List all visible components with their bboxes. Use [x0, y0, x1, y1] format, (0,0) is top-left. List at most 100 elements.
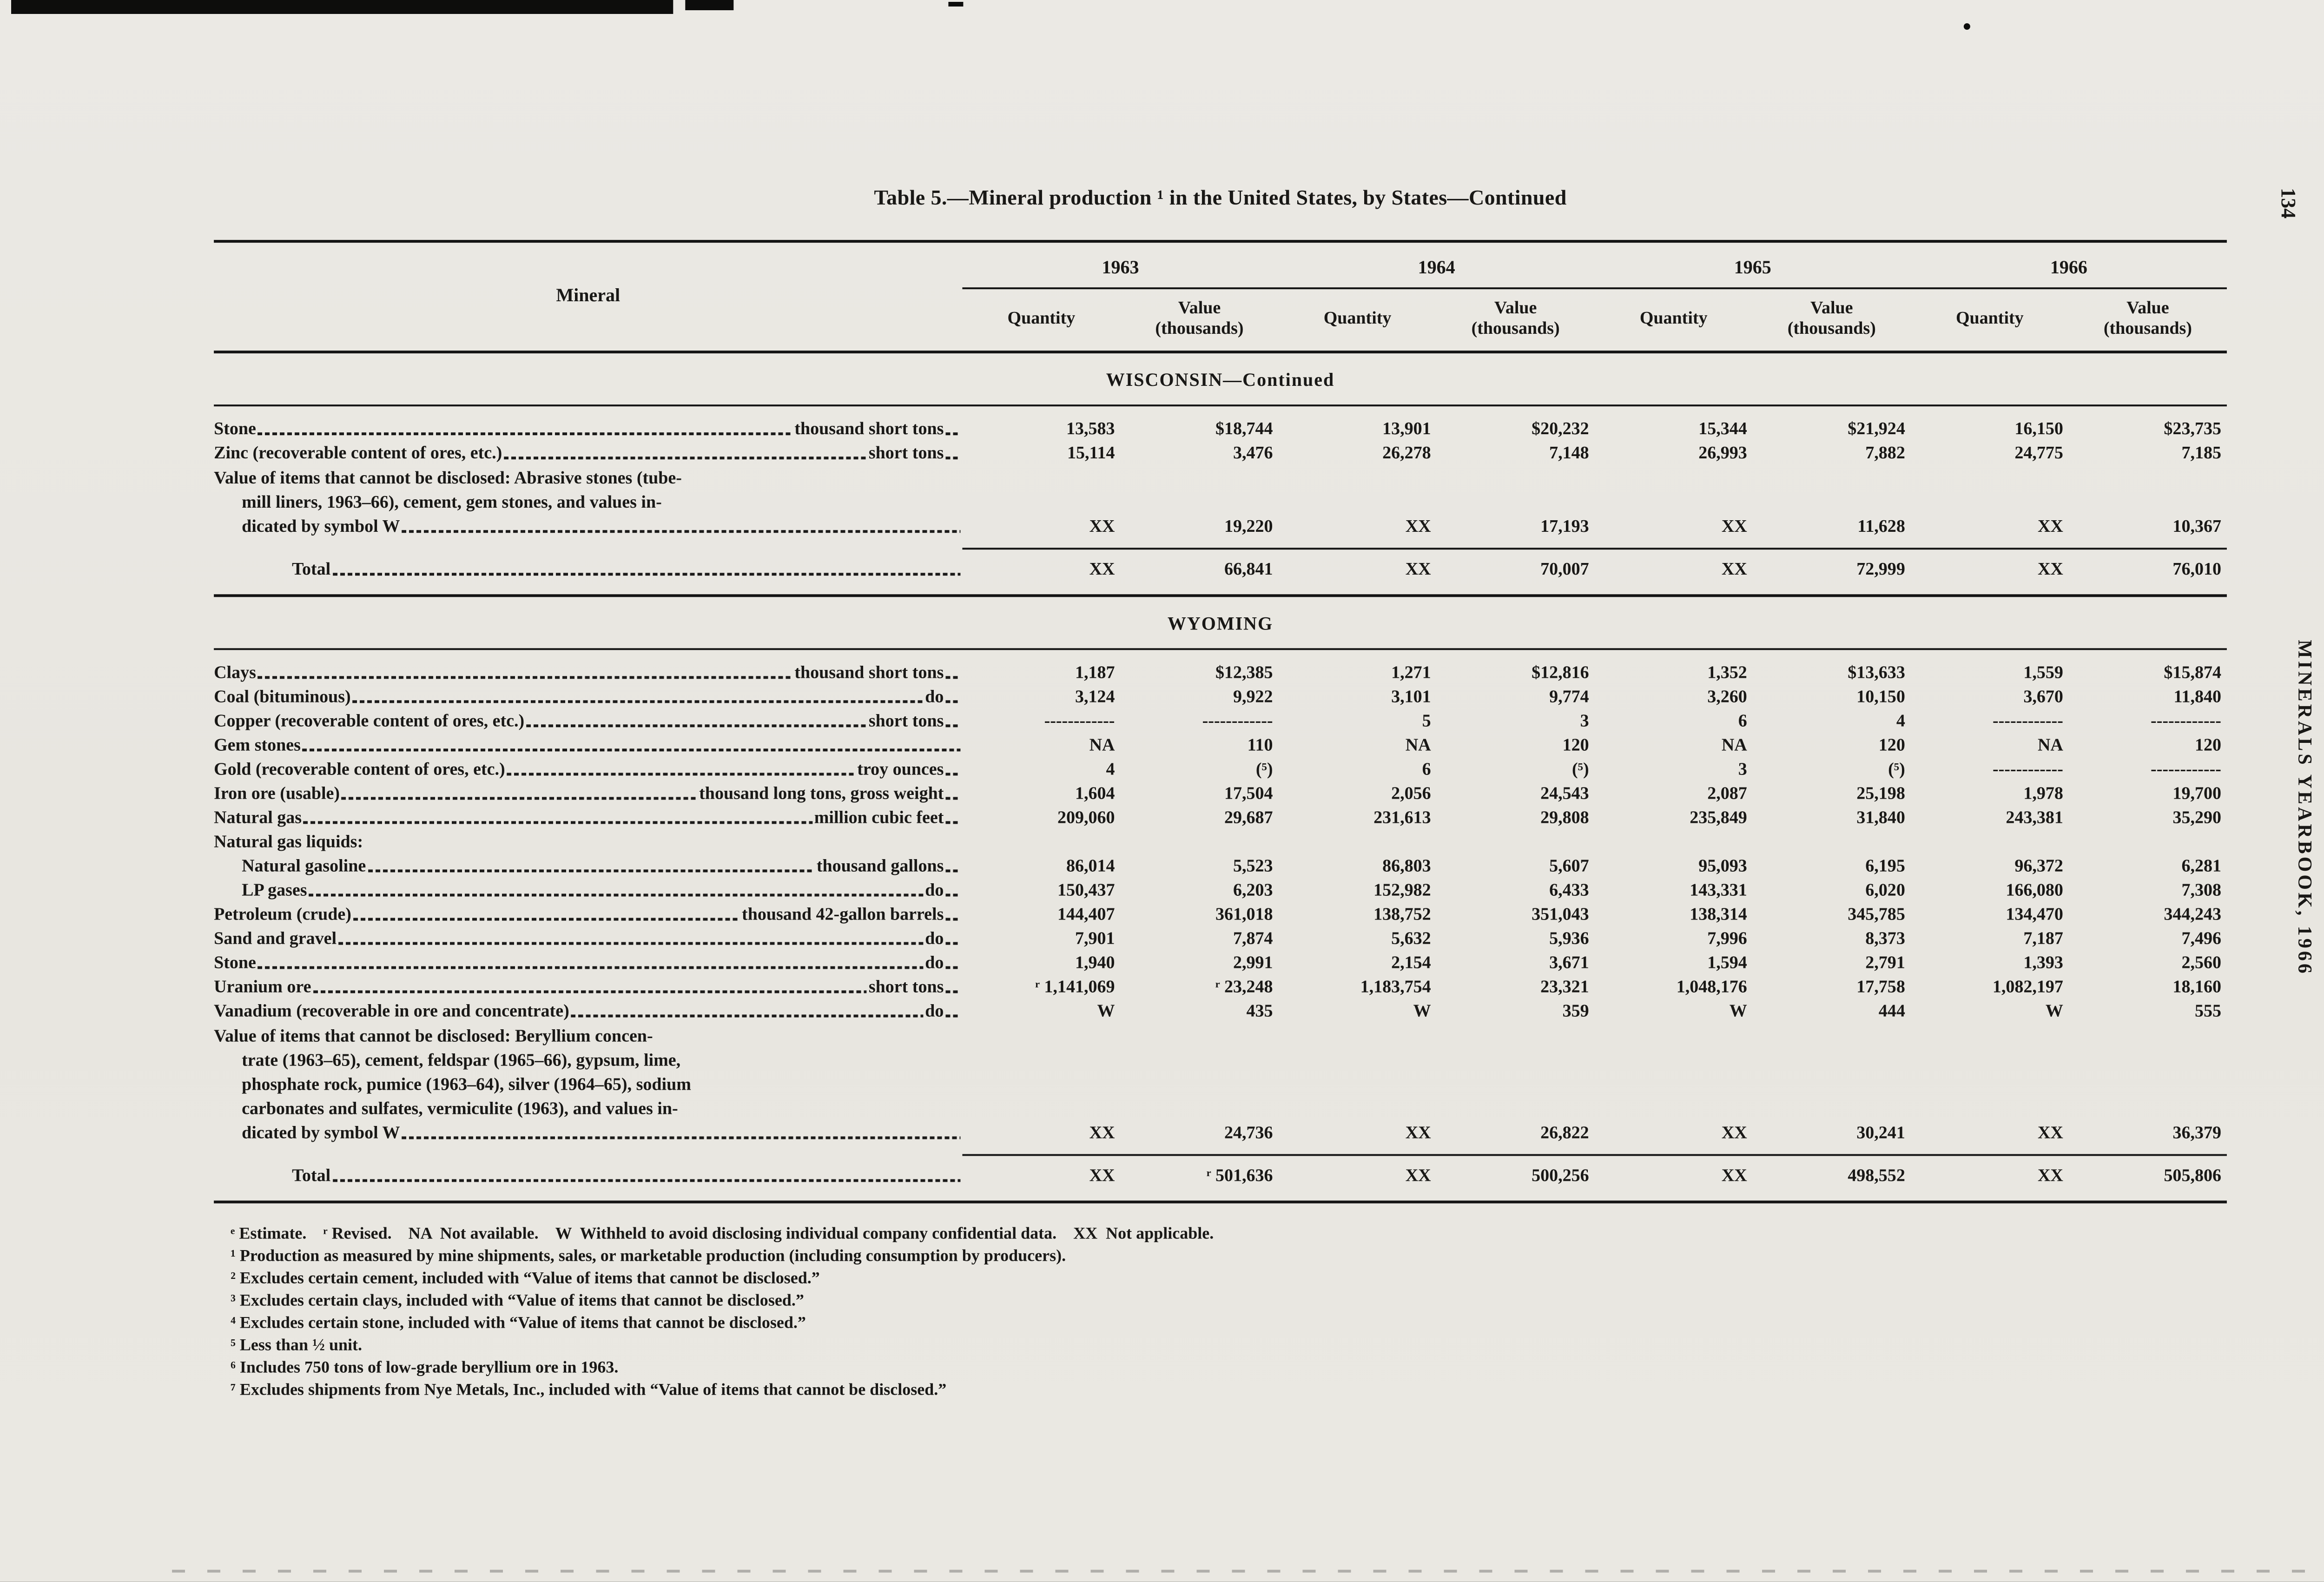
note-line: Value of items that cannot be disclosed:…	[214, 469, 682, 489]
year-header-row: 1963 1964 1965 1966	[962, 243, 2227, 290]
value-cell: 6,020	[1865, 880, 1905, 900]
row-label: Gold (recoverable content of ores, etc.)	[214, 760, 505, 780]
row-label-cell: Natural gasoline thousand gallons	[214, 854, 962, 879]
value-cell: XX	[1089, 517, 1115, 537]
scan-artifact-noise	[172, 1569, 2324, 1573]
table-row: Gem stones NA 110 NA 120 NA 120 NA 120	[214, 734, 2227, 758]
value-cell: 7,148	[1549, 443, 1589, 463]
table-row: Petroleum (crude) thousand 42-gallon barr…	[214, 903, 2227, 927]
leader-dashes	[945, 918, 961, 921]
row-label: Uranium ore	[214, 977, 311, 997]
leader-dashes	[945, 797, 961, 800]
value-label-line2: (thousands)	[1787, 319, 1876, 339]
value-cell: 3,476	[1233, 443, 1273, 463]
value-cell: 4	[1106, 760, 1115, 780]
value-cell: 10,367	[2172, 517, 2221, 537]
value-cell: $23,735	[2164, 419, 2221, 439]
value-cell: 120	[1562, 735, 1589, 755]
row-label: Vanadium (recoverable in ore and concent…	[214, 1001, 569, 1021]
leader-dashes	[945, 990, 961, 993]
value-cell: 505,806	[2164, 1166, 2221, 1186]
leader-dashes	[945, 1014, 961, 1018]
row-unit: do	[925, 687, 944, 707]
table-row: Value of items that cannot be disclosed:…	[214, 467, 2227, 539]
value-cell: 24,775	[2014, 443, 2063, 463]
value-cell: 120	[2194, 735, 2221, 755]
footnote-line: ² Excludes certain cement, included with…	[231, 1268, 820, 1287]
section-rows: Clays thousand short tons 1,187 $12,385 1,27…	[214, 650, 2227, 1147]
table-row: Coal (bituminous) do 3,124 9,922 3,101 9,774 3…	[214, 685, 2227, 709]
leader-dashes	[507, 773, 856, 776]
row-label: Coal (bituminous)	[214, 687, 351, 707]
table-row: Copper (recoverable content of ores, etc…	[214, 709, 2227, 734]
value-cell: 138,752	[1373, 905, 1431, 925]
value-cell: 361,018	[1215, 905, 1273, 925]
scan-artifact-mark	[948, 2, 964, 7]
value-cell: 17,758	[1856, 977, 1905, 997]
value-cell: 1,183,754	[1360, 977, 1431, 997]
value-cell: 5,632	[1391, 929, 1431, 949]
table-row: Sand and gravel do 7,901 7,874 5,632 5,936 7,9…	[214, 927, 2227, 951]
leader-dashes	[402, 1136, 961, 1139]
section-heading: WYOMING	[1167, 614, 1274, 635]
value-cell: XX	[2037, 1123, 2063, 1143]
value-cell: 1,048,176	[1676, 977, 1747, 997]
row-label-cell: Uranium ore short tons	[214, 975, 962, 1000]
leader-dashes	[504, 457, 867, 460]
row-label-cell: Stone thousand short tons	[214, 417, 962, 442]
value-label-line1: Value	[1810, 298, 1853, 318]
footnote-line: ³ Excludes certain clays, included with …	[231, 1291, 804, 1310]
note-line: mill liners, 1963–66), cement, gem stone…	[242, 493, 662, 513]
table-row: Stone thousand short tons 13,583 $18,744 13,…	[214, 417, 2227, 442]
row-label: Natural gasoline	[242, 856, 366, 876]
value-cell: 1,187	[1075, 663, 1115, 683]
value-cell: XX	[1405, 1123, 1431, 1143]
value-cell: $12,816	[1532, 663, 1589, 683]
value-cell: 1,352	[1707, 663, 1747, 683]
value-cell: 72,999	[1856, 560, 1905, 580]
page-number: 134	[2277, 188, 2300, 219]
year-header-1965: 1965	[1734, 258, 1771, 278]
value-cell: 2,154	[1391, 953, 1431, 973]
leader-dashes	[571, 1014, 924, 1018]
column-header-quantity: Quantity	[1007, 309, 1076, 329]
value-cell: 26,278	[1382, 443, 1431, 463]
value-cell: 3,671	[1549, 953, 1589, 973]
value-cell: 4	[1896, 711, 1905, 731]
value-cell: 30,241	[1856, 1123, 1905, 1143]
value-label-line2: (thousands)	[1155, 319, 1244, 339]
row-label: Sand and gravel	[214, 929, 337, 949]
value-cell: ------------	[2151, 760, 2221, 780]
leader-dashes	[338, 942, 924, 945]
value-cell: XX	[1405, 560, 1431, 580]
leader-dashes	[945, 942, 961, 945]
row-label-cell: Zinc (recoverable content of ores, etc.)…	[214, 442, 962, 466]
value-cell: $15,874	[2164, 663, 2221, 683]
value-cell: 345,785	[1848, 905, 1905, 925]
value-cell: 1,594	[1707, 953, 1747, 973]
value-cell: 498,552	[1848, 1166, 1905, 1186]
value-cell: 23,321	[1540, 977, 1589, 997]
value-cell: NA	[2037, 735, 2063, 755]
value-cell: 231,613	[1373, 808, 1431, 828]
value-cell: 1,082,197	[1992, 977, 2063, 997]
row-unit: short tons	[868, 443, 944, 463]
row-unit: troy ounces	[857, 760, 944, 780]
value-cell: XX	[2037, 1166, 2063, 1186]
value-cell: 13,583	[1066, 419, 1115, 439]
leader-dashes	[945, 724, 961, 728]
value-cell: 2,560	[2181, 953, 2221, 973]
table-body: WISCONSIN—Continued Stone thousand short t…	[214, 353, 2227, 1204]
value-cell: XX	[1089, 560, 1115, 580]
column-header-value: Value (thousands)	[1120, 298, 1278, 339]
value-cell: $12,385	[1215, 663, 1273, 683]
value-cell: 9,922	[1233, 687, 1273, 707]
value-cell: XX	[1721, 560, 1747, 580]
value-cell: 2,791	[1865, 953, 1905, 973]
year-header-1966: 1966	[2050, 258, 2087, 278]
value-cell: ------------	[1992, 711, 2063, 731]
note-line: carbonates and sulfates, vermiculite (19…	[242, 1099, 678, 1119]
value-cell: 1,559	[2023, 663, 2063, 683]
value-cell: 1,978	[2023, 784, 2063, 804]
row-unit: short tons	[868, 977, 944, 997]
